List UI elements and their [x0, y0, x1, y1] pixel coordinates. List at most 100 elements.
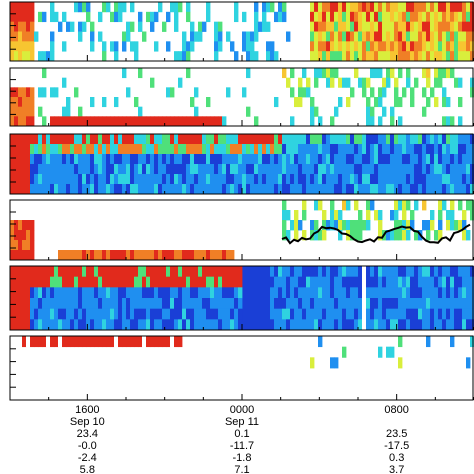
heatmap-cell — [10, 184, 15, 195]
heatmap-cell — [234, 266, 239, 278]
heatmap-cell — [438, 77, 443, 88]
heatmap-cell — [146, 266, 151, 278]
heatmap-cell — [78, 287, 83, 299]
heatmap-cell — [390, 174, 395, 185]
heatmap-cell — [110, 154, 115, 165]
heatmap-cell — [62, 77, 67, 88]
heatmap-cell — [274, 154, 279, 165]
heatmap-cell — [42, 51, 47, 62]
heatmap-cell — [326, 164, 331, 175]
heatmap-cell — [178, 164, 183, 175]
heatmap-cell — [442, 174, 447, 185]
heatmap-cell — [130, 2, 135, 13]
heatmap-cell — [214, 51, 219, 62]
heatmap-cell — [158, 298, 163, 310]
heatmap-cell — [114, 164, 119, 175]
heatmap-cell — [266, 51, 271, 62]
heatmap-cell — [398, 31, 403, 42]
heatmap-cell — [314, 144, 319, 155]
heatmap-cell — [290, 164, 295, 175]
heatmap-cell — [110, 116, 115, 127]
heatmap-cell — [226, 308, 231, 320]
heatmap-cell — [230, 174, 235, 185]
heatmap-cell — [42, 184, 47, 195]
heatmap-cell — [346, 21, 351, 32]
heatmap-cell — [54, 11, 59, 23]
heatmap-cell — [426, 68, 431, 79]
heatmap-cell — [150, 154, 155, 165]
heatmap-cell — [246, 31, 251, 42]
heatmap-cell — [446, 308, 451, 320]
heatmap-cell — [470, 77, 474, 88]
heatmap-cell — [186, 184, 191, 195]
heatmap-cell — [318, 116, 323, 127]
heatmap-cell — [458, 164, 463, 175]
heatmap-cell — [234, 184, 239, 195]
heatmap-cell — [102, 266, 107, 278]
heatmap-cell — [98, 116, 103, 127]
heatmap-cell — [398, 287, 403, 299]
heatmap-cell — [466, 357, 471, 369]
heatmap-cell — [394, 210, 399, 221]
heatmap-cell — [190, 144, 195, 155]
heatmap-cell — [90, 154, 95, 165]
heatmap-cell — [290, 87, 295, 98]
heatmap-cell — [102, 41, 107, 52]
heatmap-cell — [30, 287, 35, 299]
heatmap-cell — [338, 154, 343, 165]
heatmap-cell — [422, 2, 427, 13]
heatmap-cell — [398, 164, 403, 175]
heatmap-cell — [434, 144, 439, 155]
heatmap-cell — [54, 184, 59, 195]
heatmap-cell — [358, 154, 363, 165]
heatmap-cell — [82, 266, 87, 278]
heatmap-cell — [22, 31, 27, 42]
heatmap-cell — [310, 154, 315, 165]
heatmap-cell — [198, 266, 203, 278]
heatmap-cell — [382, 134, 387, 145]
heatmap-cell — [110, 266, 115, 278]
heatmap-cell — [178, 319, 183, 331]
heatmap-cell — [422, 87, 427, 98]
heatmap-cell — [30, 97, 35, 108]
heatmap-cell — [318, 336, 323, 348]
heatmap-cell — [178, 266, 183, 278]
heatmap-cell — [290, 319, 295, 331]
heatmap-cell — [302, 276, 307, 288]
heatmap-cell — [346, 41, 351, 52]
heatmap-cell — [198, 308, 203, 320]
heatmap-cell — [38, 308, 43, 320]
heatmap-cell — [374, 164, 379, 175]
heatmap-cell — [306, 308, 311, 320]
heatmap-cell — [126, 336, 131, 348]
heatmap-cell — [102, 174, 107, 185]
heatmap-cell — [94, 174, 99, 185]
heatmap-cell — [386, 134, 391, 145]
heatmap-cell — [10, 319, 15, 331]
heatmap-cell — [10, 116, 15, 127]
heatmap-cell — [146, 250, 151, 261]
heatmap-cell — [142, 336, 147, 348]
heatmap-cell — [278, 287, 283, 299]
heatmap-cell — [158, 184, 163, 195]
heatmap-cell — [98, 134, 103, 145]
heatmap-cell — [466, 287, 471, 299]
heatmap-cell — [18, 11, 23, 23]
heatmap-cell — [290, 144, 295, 155]
heatmap-cell — [130, 276, 135, 288]
heatmap-cell — [186, 266, 191, 278]
heatmap-cell — [466, 174, 471, 185]
heatmap-cell — [222, 266, 227, 278]
heatmap-cell — [238, 184, 243, 195]
heatmap-cell — [154, 250, 159, 261]
heatmap-cell — [126, 308, 131, 320]
heatmap-cell — [118, 144, 123, 155]
heatmap-cell — [90, 41, 95, 52]
heatmap-cell — [234, 51, 239, 62]
heatmap-cell — [230, 134, 235, 145]
heatmap-cell — [282, 144, 287, 155]
heatmap-cell — [78, 298, 83, 310]
heatmap-cell — [426, 230, 431, 241]
heatmap-cell — [146, 319, 151, 331]
heatmap-cell — [334, 298, 339, 310]
